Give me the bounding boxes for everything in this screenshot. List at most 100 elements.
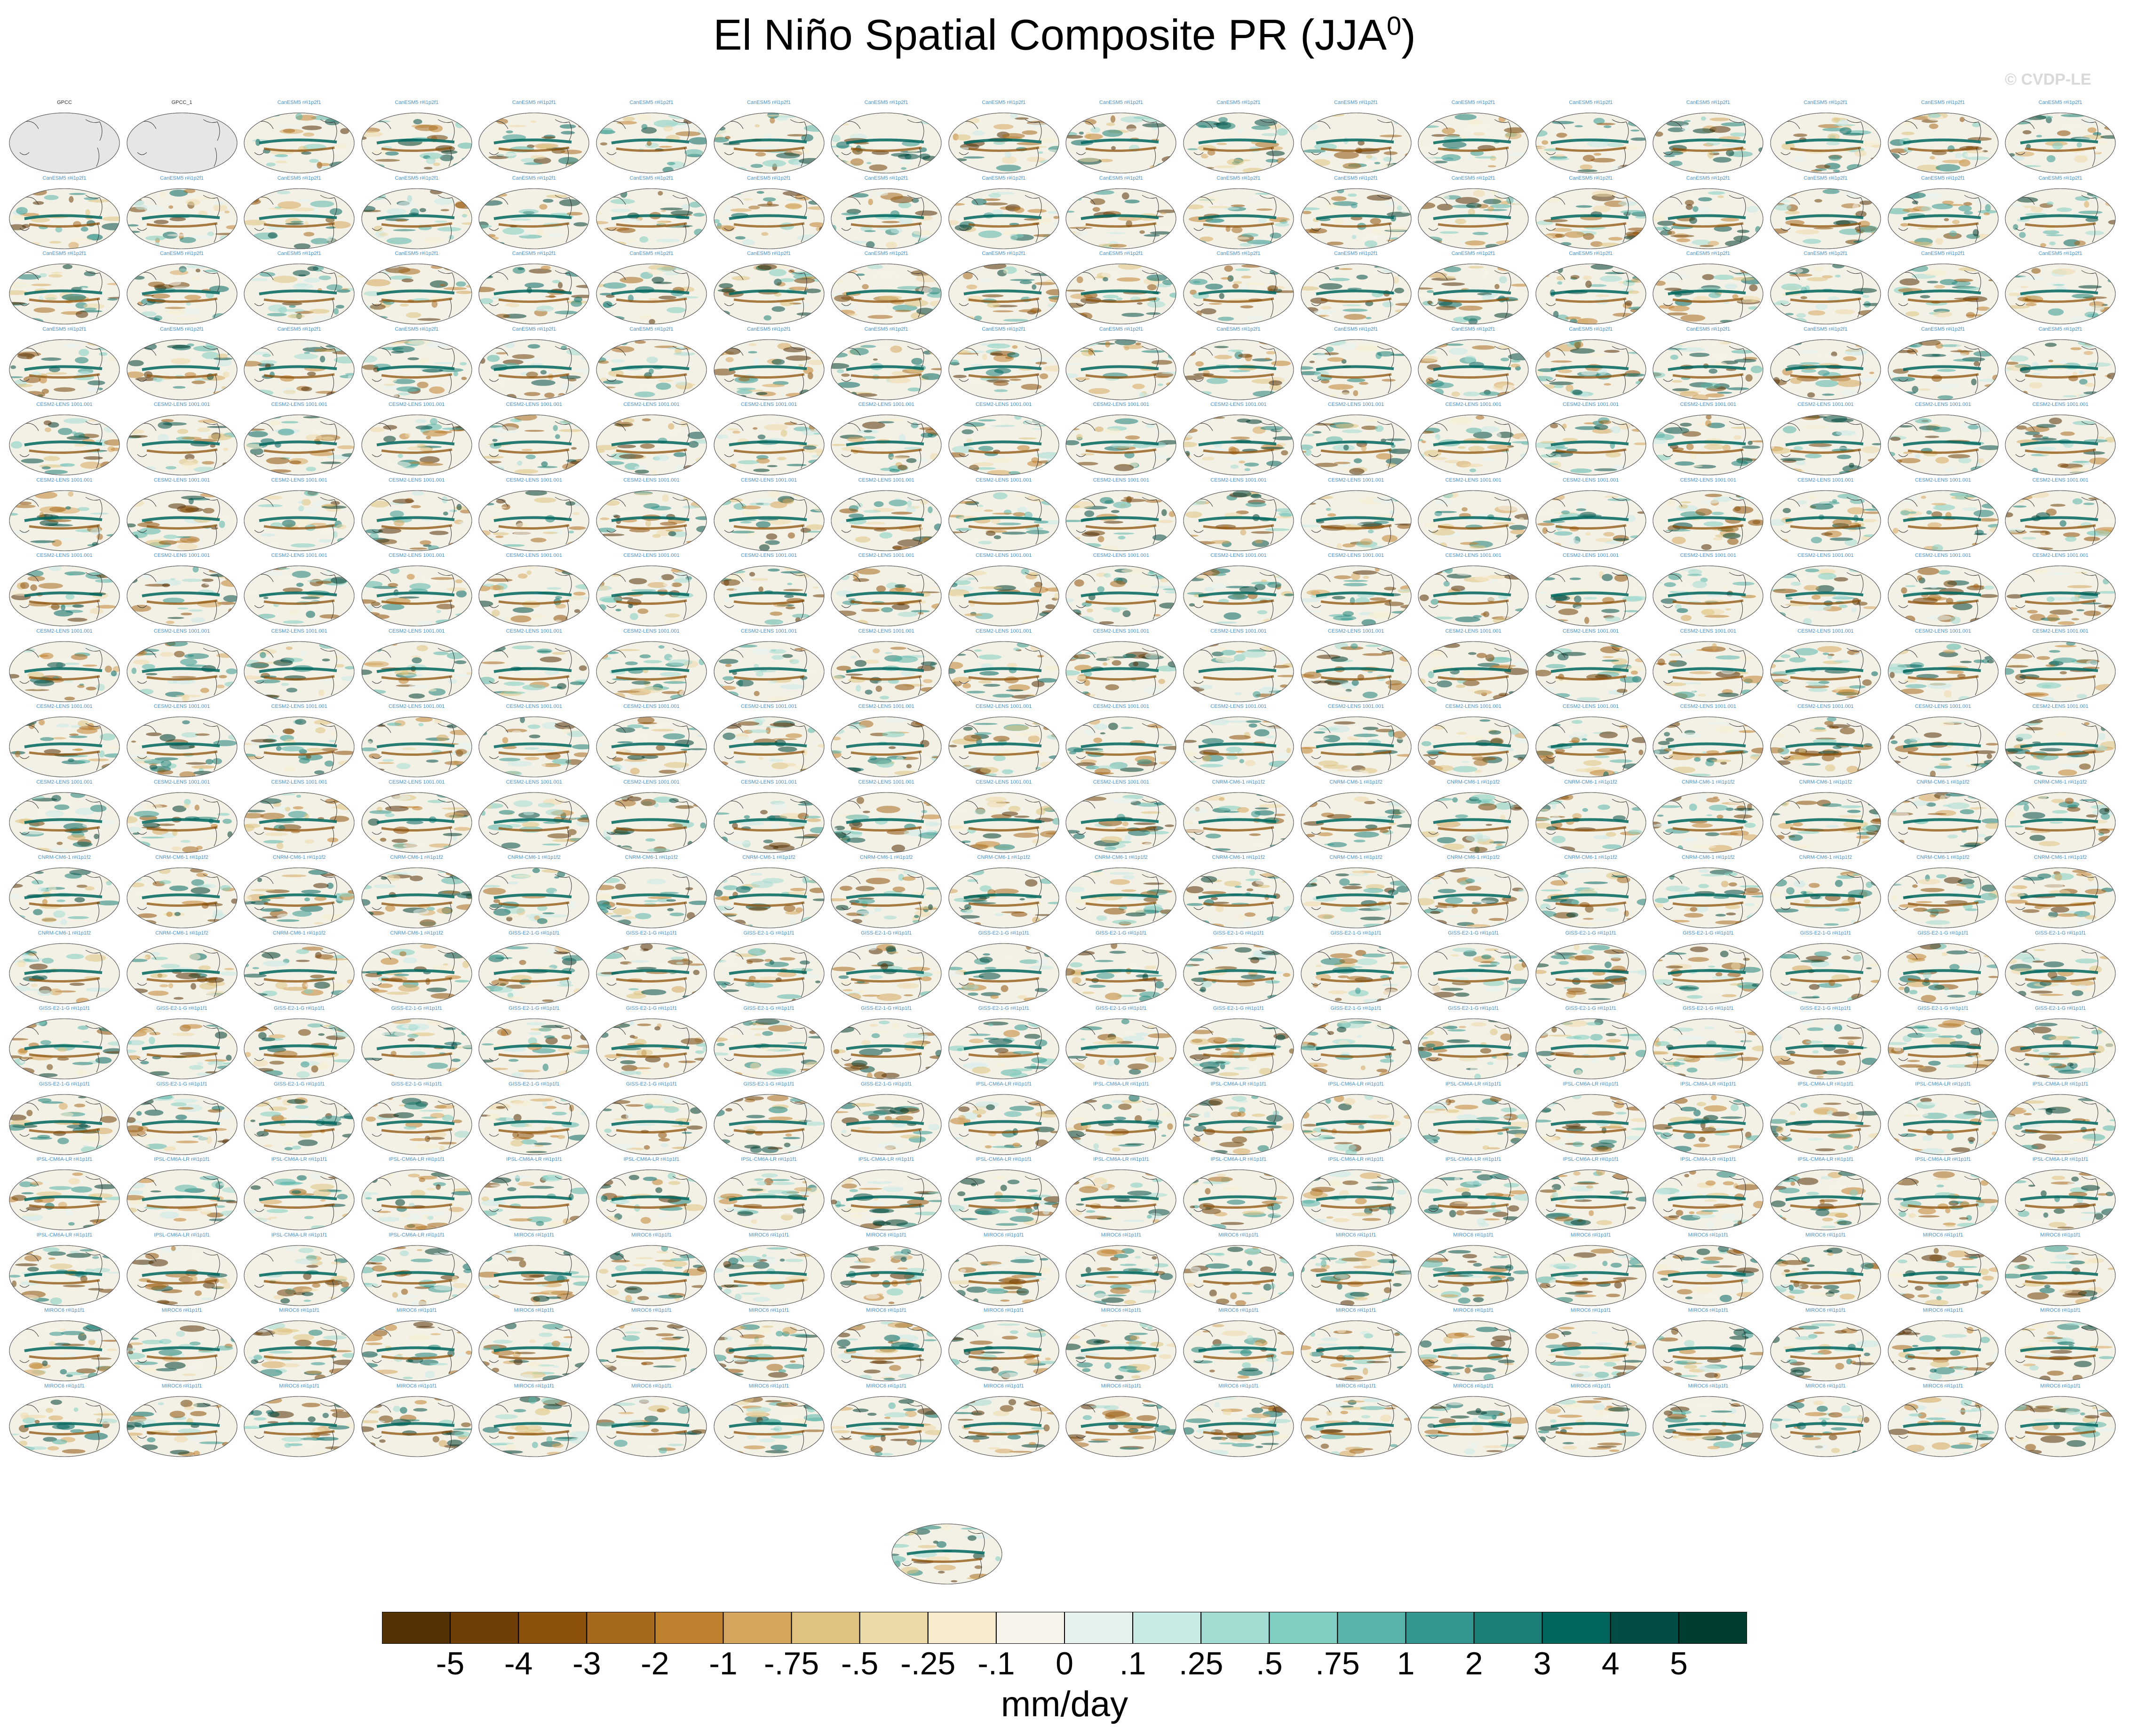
anomaly-blob: [1271, 360, 1291, 366]
anomaly-blob: [244, 491, 254, 499]
anomaly-blob: [518, 573, 528, 579]
map-panel: CanESM5 r#i1p2f1: [1649, 175, 1767, 254]
anomaly-blob: [170, 357, 191, 364]
anomaly-blob: [493, 395, 510, 397]
anomaly-blob: [188, 609, 203, 612]
wet-band: [963, 138, 1042, 144]
coastline: [1311, 421, 1394, 469]
globe-outline: [1301, 414, 1412, 476]
anomaly-blob: [970, 340, 983, 343]
anomaly-blob: [80, 226, 88, 231]
anomaly-blob: [1439, 276, 1456, 279]
anomaly-blob: [1439, 542, 1447, 548]
anomaly-blob: [1810, 503, 1834, 510]
coastline: [1546, 421, 1629, 469]
anomaly-blob: [2074, 155, 2088, 163]
wet-band: [1668, 440, 1746, 446]
anomaly-blob: [1250, 493, 1262, 499]
anomaly-blob: [1721, 122, 1746, 127]
anomaly-blob: [83, 456, 103, 460]
anomaly-blob: [446, 587, 467, 592]
anomaly-blob: [868, 198, 874, 205]
wet-band: [1198, 365, 1277, 371]
anomaly-blob: [897, 286, 922, 290]
anomaly-blob: [1350, 203, 1358, 208]
anomaly-blob: [1214, 354, 1232, 359]
anomaly-blob: [2075, 196, 2090, 201]
panel-title: CanESM5 r#i1p2f1: [1921, 326, 1965, 332]
anomaly-blob: [22, 223, 31, 228]
anomaly-blob: [915, 210, 938, 216]
anomaly-blob: [805, 546, 822, 548]
anomaly-blob: [970, 380, 989, 385]
anomaly-blob: [2017, 168, 2031, 171]
anomaly-blob: [1508, 468, 1520, 470]
anomaly-blob: [395, 219, 407, 222]
anomaly-blob: [1269, 269, 1280, 275]
map-globe: [1652, 112, 1764, 174]
anomaly-blob: [1365, 317, 1372, 319]
anomaly-blob: [1814, 168, 1827, 171]
anomaly-blob: [977, 419, 996, 422]
panel-title: CanESM5 r#i1p2f1: [512, 100, 556, 105]
anomaly-blob: [77, 507, 90, 511]
anomaly-blob: [867, 264, 883, 270]
anomaly-blob: [890, 227, 903, 233]
anomaly-blob: [2050, 503, 2066, 507]
anomaly-blob: [1891, 376, 1915, 382]
anomaly-blob: [972, 130, 985, 136]
anomaly-blob: [573, 491, 586, 497]
anomaly-blob: [1014, 117, 1029, 120]
anomaly-blob: [1753, 196, 1764, 201]
map-globe: [596, 112, 707, 174]
anomaly-blob: [304, 351, 310, 354]
anomaly-blob: [580, 116, 587, 120]
map-panel: CanESM5 r#i1p2f1: [1767, 251, 1884, 329]
anomaly-blob: [1982, 316, 1998, 322]
anomaly-blob: [652, 534, 661, 538]
anomaly-blob: [1664, 155, 1676, 158]
map-globe: [2005, 188, 2116, 249]
anomaly-blob: [1049, 297, 1059, 302]
map-panel: CanESM5 r#i1p2f1: [475, 251, 593, 329]
dry-band: [1203, 448, 1274, 454]
anomaly-blob: [423, 166, 433, 170]
map-globe: [1652, 339, 1764, 400]
anomaly-blob: [779, 278, 795, 282]
anomaly-blob: [613, 515, 620, 518]
panel-title: CESM2-LENS 1001.001: [858, 477, 914, 483]
anomaly-blob: [306, 467, 317, 472]
map-panel: CESM2-LENS 1001.001: [123, 553, 241, 631]
anomaly-blob: [1900, 222, 1909, 226]
anomaly-blob: [446, 242, 458, 247]
anomaly-blob: [1594, 468, 1617, 471]
anomaly-blob: [133, 276, 145, 280]
anomaly-blob: [1932, 311, 1953, 317]
anomaly-blob: [1820, 270, 1828, 275]
anomaly-blob: [186, 458, 193, 462]
anomaly-blob: [20, 582, 29, 589]
wet-band: [493, 289, 572, 295]
anomaly-blob: [75, 310, 88, 318]
anomaly-blob: [1544, 446, 1568, 450]
anomaly-blob: [1339, 342, 1357, 350]
anomaly-blob: [1517, 162, 1529, 168]
wet-band: [1080, 289, 1159, 295]
anomaly-blob: [276, 160, 287, 164]
anomaly-blob: [1460, 541, 1479, 545]
map-panel: CESM2-LENS 1001.001: [1532, 402, 1650, 480]
panel-title: CESM2-LENS 1001.001: [506, 477, 562, 483]
anomaly-blob: [575, 368, 589, 373]
anomaly-blob: [1771, 228, 1788, 234]
anomaly-blob: [1463, 391, 1480, 396]
anomaly-blob: [1732, 506, 1754, 514]
anomaly-blob: [32, 201, 44, 205]
anomaly-blob: [409, 547, 428, 550]
dry-band: [1907, 146, 1978, 152]
map-panel: CanESM5 r#i1p2f1: [1767, 100, 1884, 178]
anomaly-blob: [1859, 225, 1879, 233]
anomaly-blob: [1033, 234, 1055, 237]
anomaly-blob: [1158, 383, 1164, 386]
anomaly-blob: [1672, 388, 1690, 391]
anomaly-blob: [73, 432, 85, 438]
